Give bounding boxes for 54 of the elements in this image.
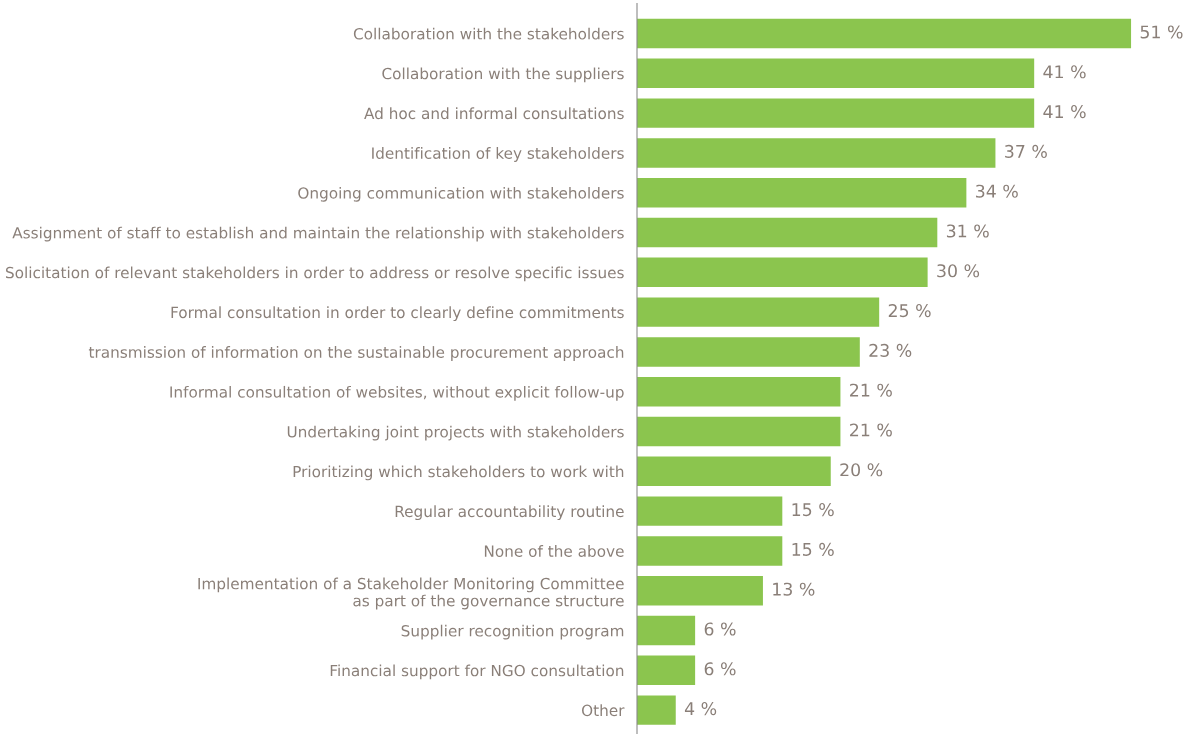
y-tick-label: Solicitation of relevant stakeholders in order to address or resolve specific issues (5, 266, 624, 282)
y-tick-label: Ongoing communication with stakeholders (298, 186, 624, 202)
bar (637, 58, 1035, 89)
data-label: 34 % (976, 184, 1018, 198)
bar (637, 18, 1132, 49)
bar (637, 98, 1035, 128)
data-label: 25 % (888, 304, 931, 318)
y-tick-label: Other (581, 704, 625, 717)
bar (637, 257, 928, 288)
y-tick-label: transmission of information on the sustainable procurement approach (88, 346, 624, 361)
bar (637, 376, 841, 407)
data-label: 41 % (1043, 65, 1086, 79)
y-tick-label: Implementation of a Stakeholder Monitoring Committee as part of the governance structure (198, 577, 624, 610)
y-tick-label: Prioritizing which stakeholders to work with (293, 465, 624, 481)
data-label: 30 % (937, 264, 980, 278)
bar (637, 337, 860, 367)
data-label: 4 % (684, 702, 717, 716)
y-tick-label: Identification of key stakeholders (372, 147, 624, 162)
data-label: 21 % (850, 423, 892, 437)
bar (637, 536, 783, 566)
y-tick-label: Informal consultation of websites, without explicit follow-up (170, 385, 624, 401)
y-tick-label: Financial support for NGO consultation (330, 664, 624, 680)
data-label: 15 % (792, 542, 834, 556)
bar (637, 655, 696, 686)
bar (637, 695, 676, 725)
y-tick-label: Collaboration with the stakeholders (353, 27, 624, 40)
bar (637, 416, 841, 447)
data-label: 23 % (869, 343, 912, 357)
data-label: 13 % (773, 582, 815, 596)
y-tick-label: Regular accountability routine (395, 505, 624, 521)
y-tick-label: Assignment of staff to establish and maintain the relationship with stakeholders (12, 226, 624, 242)
data-label: 15 % (792, 503, 834, 517)
data-label: 31 % (946, 224, 989, 238)
bar (637, 575, 763, 606)
data-label: 21 % (850, 383, 892, 397)
data-label: 6 % (704, 622, 736, 636)
data-label: 41 % (1043, 105, 1086, 119)
y-tick-label: Formal consultation in order to clearly define commitments (171, 306, 624, 322)
bar (637, 456, 831, 487)
bar (637, 177, 967, 208)
y-tick-label: Supplier recognition program (401, 624, 624, 640)
bar (637, 496, 783, 526)
bar (637, 615, 696, 646)
bar (637, 297, 880, 327)
bar (637, 138, 996, 168)
data-label: 37 % (1005, 144, 1047, 158)
y-tick-label: Collaboration with the suppliers (382, 67, 624, 83)
y-tick-label: Undertaking joint projects with stakeholders (287, 425, 624, 441)
data-label: 6 % (704, 662, 736, 676)
y-tick-label: Ad hoc and informal consultations (364, 107, 624, 120)
bar (637, 217, 938, 248)
data-label: 20 % (840, 463, 883, 477)
y-tick-label: None of the above (484, 545, 624, 557)
data-label: 51 % (1140, 25, 1183, 39)
